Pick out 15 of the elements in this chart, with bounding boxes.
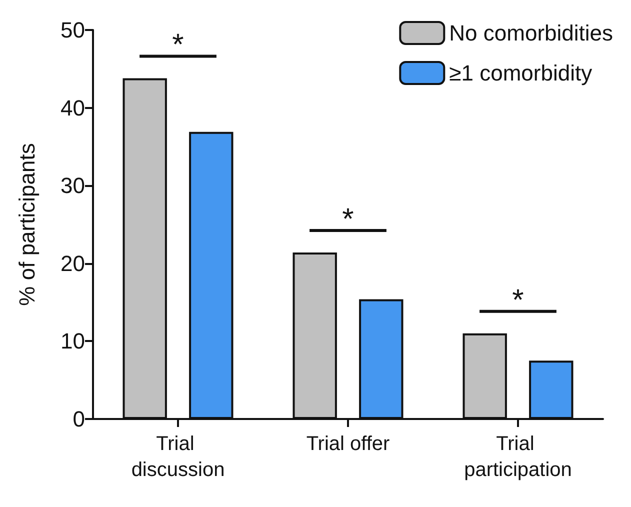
x-tick-label: Trial participation [464,433,572,481]
legend-label: No comorbidities [449,20,614,46]
x-tick-label: Trial discussion [131,433,225,481]
y-tick-label: 40 [60,95,85,120]
annotation: * [172,28,184,62]
annotation: * [342,203,354,236]
y-tick-label: 30 [60,173,85,198]
x-tick-label: Trial offer [306,433,390,455]
legend-label: ≥1 comorbidity [449,60,592,86]
y-tick-label: 20 [60,250,85,276]
y-axis-title: % of participants [14,143,40,306]
y-tick-label: 50 [60,18,85,42]
y-tick-label: 10 [60,328,85,354]
y-tick-label: 0 [72,406,85,432]
annotation: * [512,284,524,317]
